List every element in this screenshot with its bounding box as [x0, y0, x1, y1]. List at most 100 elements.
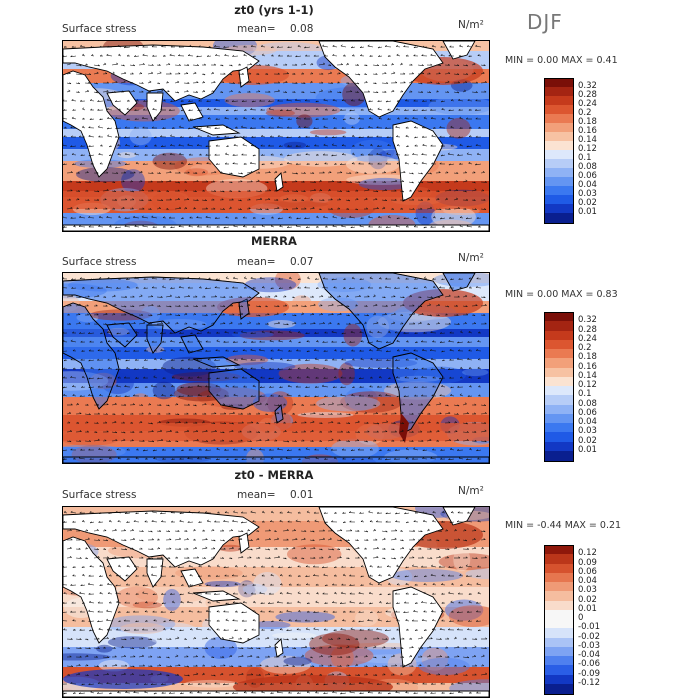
colorbar-swatch — [544, 150, 574, 160]
panel-2-mean-label: mean= — [237, 256, 276, 268]
colorbar-swatch — [544, 78, 574, 89]
panel-2-mean-value: 0.07 — [290, 256, 314, 268]
colorbar-tick-label: 0.06 — [578, 407, 597, 418]
colorbar-tick-label: 0.24 — [578, 99, 597, 109]
panel-2-title: MERRA — [251, 234, 297, 248]
colorbar-swatch — [544, 358, 574, 368]
colorbar-swatch — [544, 141, 574, 151]
colorbar-swatch — [544, 619, 574, 629]
panel-1-mean-label: mean= — [237, 23, 276, 35]
panel-1-colorbar: 0.32 0.28 0.24 0.2 0.18 0.16 0.14 0.12 0.1 0.08 0.… — [544, 78, 614, 224]
colorbar-swatch — [544, 441, 574, 452]
colorbar-tick-label: -0.12 — [578, 677, 600, 688]
colorbar-swatch — [544, 600, 574, 611]
colorbar-tick-label: -0.06 — [578, 659, 600, 670]
colorbar-tick-label: 0.16 — [578, 126, 597, 136]
colorbar-tick-label: -0.02 — [578, 631, 600, 642]
colorbar-swatch — [544, 609, 574, 620]
colorbar-tick-label: -0.01 — [578, 622, 600, 633]
season-label: DJF — [527, 10, 563, 34]
colorbar-tick-label: 0.04 — [578, 417, 597, 427]
panel-2-min-max: MIN = 0.00 MAX = 0.83 — [505, 289, 618, 300]
colorbar-tick-label: 0.28 — [578, 324, 597, 335]
panel-3-mean-value: 0.01 — [290, 489, 314, 501]
colorbar-tick-label: 0.32 — [578, 81, 597, 91]
colorbar-swatch — [544, 395, 574, 405]
colorbar-tick-label: 0.01 — [578, 444, 597, 455]
colorbar-swatch — [544, 96, 574, 106]
colorbar-tick-label: -0.04 — [578, 650, 600, 660]
panel-3-colorbar: 0.12 0.09 0.06 0.04 0.03 0.02 0.01 0 -0.01 -0.02-… — [544, 545, 614, 695]
panel-3-mean-label: mean= — [237, 489, 276, 501]
colorbar-swatch — [544, 123, 574, 133]
colorbar-swatch — [544, 637, 574, 648]
colorbar-tick-label: 0.18 — [578, 117, 597, 127]
colorbar-swatch — [544, 349, 574, 359]
colorbar-swatch — [544, 114, 574, 124]
panel-2-map — [62, 272, 490, 464]
panel-1-title: zt0 (yrs 1-1) — [234, 3, 314, 17]
colorbar-tick-label: 0.03 — [578, 189, 597, 199]
colorbar-swatch — [544, 674, 574, 685]
colorbar-tick-label: 0.12 — [578, 548, 597, 559]
panel-3-map — [62, 506, 490, 698]
colorbar-swatch — [544, 413, 574, 424]
colorbar-tick-label: 0.01 — [578, 603, 597, 614]
colorbar-tick-label: 0.02 — [578, 435, 597, 446]
panel-3-units: N/m² — [458, 485, 484, 497]
colorbar-swatch — [544, 404, 574, 415]
colorbar-tick-label: 0.32 — [578, 315, 597, 326]
colorbar-swatch — [544, 683, 574, 695]
panel-1-mean-value: 0.08 — [290, 23, 314, 35]
colorbar-swatch — [544, 563, 574, 574]
panel-3-title: zt0 - MERRA — [234, 468, 314, 482]
panel-2-units: N/m² — [458, 252, 484, 264]
colorbar-tick-label: -0.09 — [578, 668, 600, 679]
panel-1-min-max: MIN = 0.00 MAX = 0.41 — [505, 55, 618, 66]
colorbar-swatch — [544, 367, 574, 378]
colorbar-swatch — [544, 386, 574, 396]
colorbar-swatch — [544, 628, 574, 638]
colorbar-tick-label: 0.14 — [578, 135, 597, 145]
colorbar-tick-label: 0.1 — [578, 389, 592, 400]
colorbar-tick-label: 0.12 — [578, 380, 597, 390]
colorbar-tick-label: 0.16 — [578, 361, 597, 372]
colorbar-tick-label: 0.08 — [578, 162, 597, 172]
colorbar-tick-label: 0.04 — [578, 576, 597, 586]
colorbar-swatch — [544, 665, 574, 675]
colorbar-swatch — [544, 177, 574, 187]
colorbar-swatch — [544, 204, 574, 214]
colorbar-tick-label: 0.28 — [578, 90, 597, 100]
colorbar-tick-label: 0.1 — [578, 153, 592, 163]
colorbar-tick-label: 0.06 — [578, 171, 597, 181]
colorbar-swatch — [544, 554, 574, 564]
colorbar-swatch — [544, 656, 574, 666]
panel-1-subtitle: Surface stress — [62, 23, 137, 35]
panel-1-map — [62, 40, 490, 232]
colorbar-swatch — [544, 339, 574, 350]
colorbar-tick-label: 0.24 — [578, 333, 597, 344]
colorbar-swatch — [544, 545, 574, 556]
colorbar-tick-label: 0.08 — [578, 398, 597, 409]
colorbar-swatch — [544, 105, 574, 115]
colorbar-tick-label: 0 — [578, 613, 584, 623]
colorbar-swatch — [544, 321, 574, 331]
colorbar-swatch — [544, 572, 574, 583]
panel-2-colorbar: 0.32 0.28 0.24 0.2 0.18 0.16 0.14 0.12 0.1 0.08 0.… — [544, 312, 614, 462]
colorbar-tick-label: 0.04 — [578, 180, 597, 190]
colorbar-tick-label: 0.02 — [578, 198, 597, 208]
colorbar-swatch — [544, 132, 574, 142]
colorbar-tick-label: 0.03 — [578, 426, 597, 437]
colorbar-swatch — [544, 450, 574, 462]
colorbar-swatch — [544, 186, 574, 196]
colorbar-tick-label: 0.09 — [578, 557, 597, 568]
panel-2-subtitle: Surface stress — [62, 256, 137, 268]
colorbar-swatch — [544, 330, 574, 341]
colorbar-swatch — [544, 432, 574, 442]
colorbar-swatch — [544, 312, 574, 323]
colorbar-tick-label: 0.12 — [578, 144, 597, 154]
colorbar-swatch — [544, 646, 574, 657]
colorbar-tick-label: 0.06 — [578, 566, 597, 577]
colorbar-swatch — [544, 168, 574, 178]
colorbar-tick-label: 0.14 — [578, 370, 597, 381]
